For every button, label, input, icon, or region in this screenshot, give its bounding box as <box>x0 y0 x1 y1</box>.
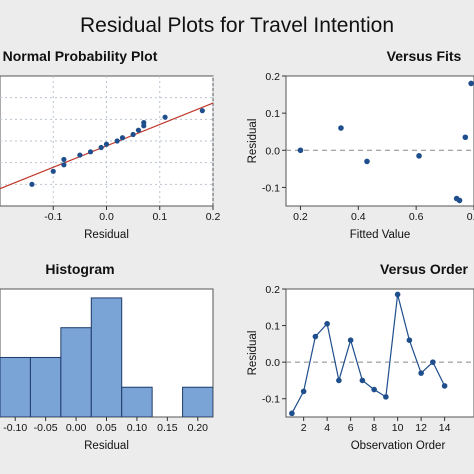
x-tick-label: 0.2 <box>293 211 308 223</box>
x-axis-label: Residual <box>84 229 129 241</box>
data-point <box>371 386 377 393</box>
x-tick-label: 12 <box>415 422 427 434</box>
x-tick-label: 0.15 <box>157 422 178 434</box>
data-point <box>347 337 354 344</box>
panel-order: Versus Order 2 4 6 8 10 12 14 Observation Order -… <box>247 261 474 452</box>
plot-area <box>285 75 474 207</box>
data-point <box>394 291 401 298</box>
data-point <box>300 388 307 395</box>
y-tick-label: 0.0 <box>265 145 280 157</box>
data-point <box>50 168 56 174</box>
x-axis-label: Observation Order <box>351 440 446 452</box>
data-point <box>162 114 168 120</box>
chart-panels: Normal Probability Plot -0.1 0.0 0.1 0.2 Resi… <box>0 48 474 452</box>
x-tick-label: 0.8 <box>467 211 474 223</box>
x-tick-label: 0.0 <box>99 211 114 223</box>
data-point <box>289 410 295 417</box>
data-point <box>61 162 67 168</box>
data-point <box>468 80 474 87</box>
data-point <box>114 138 120 144</box>
data-point <box>297 147 304 154</box>
data-point <box>141 119 147 126</box>
y-axis-label: Residual <box>247 331 259 376</box>
histogram-bar <box>121 386 153 417</box>
panel-title: Versus Order <box>380 261 468 277</box>
y-tick-label: -0.1 <box>262 182 280 194</box>
y-tick-label: 0.1 <box>265 108 280 120</box>
data-point <box>29 181 35 187</box>
histogram-bar <box>60 327 92 417</box>
x-tick-label: 4 <box>324 422 330 434</box>
x-tick-label: 0.6 <box>409 211 424 223</box>
histogram-bars <box>0 297 213 417</box>
data-point <box>130 131 136 138</box>
data-point <box>312 333 319 340</box>
x-tick-label: 0.4 <box>351 211 366 223</box>
x-axis-label: Fitted Value <box>350 229 411 241</box>
data-point <box>61 156 67 163</box>
x-tick-label: -0.1 <box>44 211 62 223</box>
x-axis-label: Residual <box>84 440 129 452</box>
figure-title: Residual Plots for Travel Intention <box>80 14 394 37</box>
x-tick-label: 10 <box>392 422 404 434</box>
data-point <box>364 158 370 165</box>
x-tick-label: -0.05 <box>34 422 58 434</box>
series-line <box>291 294 446 414</box>
panel-fits: Versus Fits 0.2 0.4 0.6 0.8 Fitted Value -0.1 0… <box>247 48 474 241</box>
x-tick-label: 6 <box>348 422 354 434</box>
panel-title: Normal Probability Plot <box>3 48 158 64</box>
data-point <box>456 197 463 204</box>
x-tick-label: 2 <box>301 422 307 434</box>
data-point <box>77 152 83 158</box>
histogram-bar <box>29 356 62 417</box>
plot-area <box>285 288 474 418</box>
data-point <box>338 125 344 131</box>
y-tick-label: 0.2 <box>265 284 280 296</box>
data-point <box>98 144 104 151</box>
data-point <box>324 320 330 327</box>
data-point <box>199 108 205 114</box>
y-tick-label: 0.0 <box>265 357 280 369</box>
histogram-bar <box>182 386 213 417</box>
data-point <box>135 127 142 133</box>
histogram-bar <box>0 356 31 417</box>
data-point <box>406 337 413 344</box>
y-tick-label: -0.1 <box>262 394 280 406</box>
panel-title: Histogram <box>45 261 114 277</box>
data-point <box>462 134 469 141</box>
data-point <box>359 377 366 384</box>
panel-histogram: Histogram -0.10 -0.05 0.00 0.05 0.10 0.15 0.20 R… <box>0 261 214 452</box>
x-tick-label: 0.20 <box>188 422 209 434</box>
data-point <box>336 377 342 384</box>
x-tick-label: 14 <box>439 422 451 434</box>
data-point <box>383 394 389 400</box>
data-point <box>87 149 94 155</box>
x-tick-label: 0.1 <box>152 211 167 223</box>
data-point <box>430 359 436 365</box>
data-point <box>416 153 422 159</box>
data-point <box>441 383 448 389</box>
data-point <box>103 141 110 147</box>
histogram-bar <box>90 297 123 417</box>
x-tick-label: 0.05 <box>96 422 117 434</box>
x-tick-label: 8 <box>371 422 377 434</box>
y-axis-label: Residual <box>247 119 259 164</box>
data-point <box>119 135 126 141</box>
x-tick-label: 0.2 <box>206 211 221 223</box>
data-point <box>418 370 424 376</box>
x-tick-label: 0.10 <box>127 422 148 434</box>
panel-title: Versus Fits <box>387 48 462 64</box>
x-tick-label: -0.10 <box>3 422 27 434</box>
y-tick-label: 0.2 <box>265 71 280 83</box>
panel-normal: Normal Probability Plot -0.1 0.0 0.1 0.2 Resi… <box>0 48 220 241</box>
y-tick-label: 0.1 <box>265 321 280 333</box>
x-tick-label: 0.00 <box>66 422 87 434</box>
